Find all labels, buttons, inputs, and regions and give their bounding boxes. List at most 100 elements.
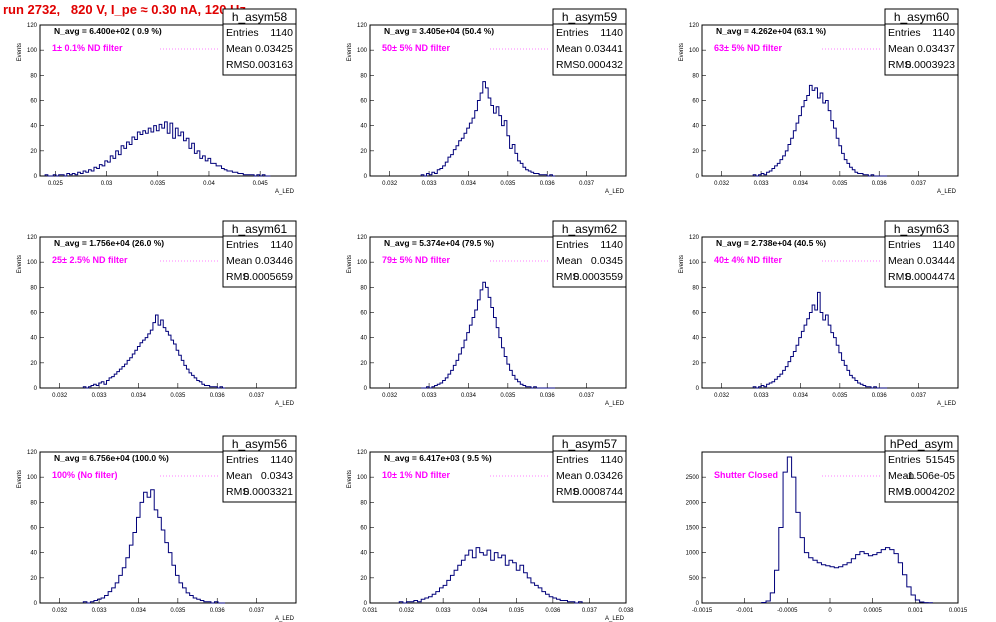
y-tick-label: 100: [357, 48, 368, 54]
x-tick-label: 0.032: [52, 393, 68, 399]
stats-label: Entries: [556, 454, 589, 466]
x-tick-label: 0.036: [210, 393, 226, 399]
x-tick-label: 0.034: [131, 608, 147, 614]
y-tick-label: 20: [360, 149, 367, 155]
y-tick-label: 100: [27, 48, 38, 54]
histogram-line: [421, 281, 556, 389]
histogram-line: [761, 456, 933, 604]
stats-value: 0.0003321: [243, 486, 293, 498]
y-tick-label: 40: [30, 336, 37, 342]
y-axis-label: Events: [679, 43, 685, 61]
x-tick-label: 0.033: [92, 608, 108, 614]
y-tick-label: 60: [692, 99, 699, 105]
x-tick-label: 0: [828, 608, 832, 614]
stats-label: Entries: [888, 27, 921, 39]
stats-box: [552, 8, 627, 76]
x-tick-label: 0.037: [249, 608, 265, 614]
y-tick-label: 120: [689, 235, 700, 241]
y-tick-label: 40: [692, 124, 699, 130]
x-tick-label: 0.0015: [949, 608, 968, 614]
y-tick-label: 0: [696, 174, 700, 180]
y-axis-label: Events: [347, 43, 353, 61]
stats-label: RMS: [226, 486, 249, 498]
stats-label: Entries: [888, 239, 921, 251]
y-tick-label: 60: [692, 311, 699, 317]
x-axis-label: A_LED: [275, 401, 295, 407]
y-tick-label: 40: [30, 124, 37, 130]
histogram-panel-h_asym58: 0 20 40 60 80 100 120 0.025 0.03 0.035 0.04 0.045 Ev…: [17, 8, 297, 195]
x-tick-label: 0.045: [253, 181, 269, 187]
x-tick-label: 0.036: [540, 393, 556, 399]
x-tick-label: -0.0005: [777, 608, 798, 614]
y-tick-label: 0: [34, 601, 38, 607]
y-tick-label: 100: [357, 475, 368, 481]
filter-label: 10± 1% ND filter: [382, 470, 450, 480]
x-tick-label: 0.035: [500, 181, 516, 187]
x-axis-label: A_LED: [605, 616, 625, 622]
x-tick-label: -0.001: [736, 608, 754, 614]
stats-label: Entries: [556, 27, 589, 39]
x-axis-label: A_LED: [937, 189, 957, 195]
y-axis-label: Events: [17, 470, 23, 488]
stats-box: [552, 435, 627, 503]
stats-box: [884, 8, 959, 76]
y-tick-label: 80: [30, 285, 37, 291]
x-tick-label: 0.036: [872, 393, 888, 399]
y-tick-label: 60: [360, 526, 367, 532]
y-tick-label: 20: [360, 361, 367, 367]
y-tick-label: 60: [360, 311, 367, 317]
stats-label: RMS: [556, 271, 579, 283]
y-axis-label: Events: [347, 470, 353, 488]
stats-value: 0.0343: [261, 470, 293, 482]
stats-label: Mean: [888, 43, 914, 55]
navg-label: N_avg = 6.400e+02 ( 0.9 %): [54, 26, 162, 36]
navg-label: N_avg = 4.262e+04 (63.1 %): [716, 26, 826, 36]
stats-value: 0.000432: [579, 59, 623, 71]
stats-value: 1140: [600, 27, 623, 39]
y-tick-label: 40: [30, 551, 37, 557]
y-tick-label: 0: [696, 386, 700, 392]
stats-value: 0.003163: [249, 59, 293, 71]
histogram-name: h_asym62: [562, 222, 618, 236]
stats-value: 0.03437: [917, 43, 955, 55]
stats-value: 0.0004202: [905, 486, 955, 498]
stats-label: Mean: [888, 255, 914, 267]
x-tick-label: 0.001: [908, 608, 924, 614]
y-tick-label: 0: [364, 601, 368, 607]
x-tick-label: 0.032: [52, 608, 68, 614]
stats-value: 0.0005659: [243, 271, 293, 283]
y-tick-label: 0: [364, 386, 368, 392]
stats-value: 1140: [600, 239, 623, 251]
y-tick-label: 40: [360, 336, 367, 342]
stats-value: 0.03444: [917, 255, 955, 267]
histogram-name: h_asym59: [562, 10, 618, 24]
y-tick-label: 80: [30, 500, 37, 506]
navg-label: N_avg = 6.417e+03 ( 9.5 %): [384, 453, 492, 463]
histogram-panel-h_asym57: 0 20 40 60 80 100 120 0.031 0.032 0.033 0.034 0.035…: [347, 435, 634, 622]
histogram-name: h_asym58: [232, 10, 288, 24]
x-axis-label: A_LED: [937, 401, 957, 407]
y-tick-label: 80: [692, 285, 699, 291]
histogram-name: h_asym56: [232, 437, 288, 451]
x-tick-label: 0.033: [422, 181, 438, 187]
stats-label: Mean: [556, 255, 582, 267]
y-axis-label: Events: [17, 255, 23, 273]
x-tick-label: 0.036: [872, 181, 888, 187]
navg-label: N_avg = 6.756e+04 (100.0 %): [54, 453, 169, 463]
x-tick-label: 0.033: [436, 608, 452, 614]
stats-value: 0.03441: [585, 43, 623, 55]
y-tick-label: 20: [30, 149, 37, 155]
x-tick-label: 0.037: [911, 393, 927, 399]
stats-box: [884, 220, 959, 288]
x-tick-label: 0.031: [362, 608, 378, 614]
stats-label: Mean: [556, 470, 582, 482]
y-tick-label: 0: [34, 174, 38, 180]
filter-label: 100% (No filter): [52, 470, 118, 480]
stats-label: Mean: [226, 470, 252, 482]
y-tick-label: 120: [27, 235, 38, 241]
y-tick-label: 100: [27, 260, 38, 266]
stats-label: Entries: [226, 454, 259, 466]
stats-value: 0.0008744: [573, 486, 623, 498]
filter-label: 40± 4% ND filter: [714, 255, 782, 265]
filter-label: 79± 5% ND filter: [382, 255, 450, 265]
